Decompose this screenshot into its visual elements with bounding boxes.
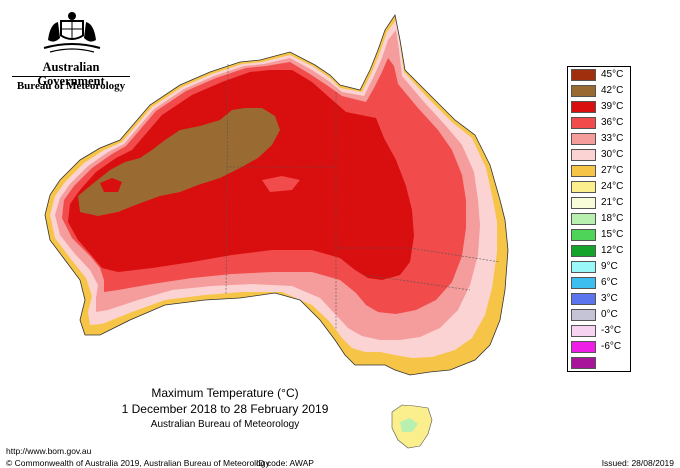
legend-swatch: [571, 357, 596, 369]
legend-swatch: [571, 133, 596, 145]
legend-swatch: [571, 213, 596, 225]
legend-swatch: [571, 165, 596, 177]
id-code: ID code: AWAP: [256, 458, 314, 468]
legend-row: 33°C: [568, 131, 630, 147]
legend-swatch: [571, 197, 596, 209]
legend-label: 21°C: [601, 197, 624, 208]
legend-label: 45°C: [601, 69, 624, 80]
map-zone-39: [68, 70, 414, 280]
temperature-legend: 45°C 42°C 39°C 36°C 33°C 30°C 27°C 24°C 21°C 18°C…: [567, 66, 631, 372]
legend-label: 15°C: [601, 229, 624, 240]
legend-row: 27°C: [568, 163, 630, 179]
legend-label: 3°C: [601, 293, 618, 304]
legend-swatch: [571, 229, 596, 241]
legend-label: 18°C: [601, 213, 624, 224]
legend-label: 12°C: [601, 245, 624, 256]
legend-label: 30°C: [601, 149, 624, 160]
legend-label: 36°C: [601, 117, 624, 128]
legend-label: 27°C: [601, 165, 624, 176]
legend-row: 6°C: [568, 275, 630, 291]
legend-label: 9°C: [601, 261, 618, 272]
map-zone-42: [78, 108, 280, 216]
legend-swatch: [571, 245, 596, 257]
legend-row: 3°C: [568, 291, 630, 307]
tasmania-highlands: [400, 418, 418, 432]
legend-swatch: [571, 117, 596, 129]
legend-swatch: [571, 85, 596, 97]
legend-row: 45°C: [568, 67, 630, 83]
legend-label: 33°C: [601, 133, 624, 144]
legend-row: -3°C: [568, 323, 630, 339]
legend-swatch: [571, 309, 596, 321]
map-caption: Maximum Temperature (°C) 1 December 2018…: [80, 386, 370, 431]
map-organisation: Australian Bureau of Meteorology: [150, 419, 300, 430]
legend-row: [568, 355, 630, 371]
legend-row: 18°C: [568, 211, 630, 227]
coat-of-arms-logo: [43, 12, 101, 53]
legend-label: 0°C: [601, 309, 618, 320]
legend-row: 15°C: [568, 227, 630, 243]
agency-name: Bureau of Meteorology: [16, 80, 126, 92]
legend-row: 39°C: [568, 99, 630, 115]
state-borders: [225, 63, 501, 330]
legend-label: -3°C: [601, 325, 622, 336]
legend-swatch: [571, 277, 596, 289]
legend-row: 9°C: [568, 259, 630, 275]
legend-label: 24°C: [601, 181, 624, 192]
legend-row: 24°C: [568, 179, 630, 195]
legend-swatch: [571, 341, 596, 353]
legend-row: 42°C: [568, 83, 630, 99]
legend-label: 42°C: [601, 85, 624, 96]
legend-swatch: [571, 149, 596, 161]
bom-website-link[interactable]: http://www.bom.gov.au: [6, 446, 92, 456]
legend-row: 36°C: [568, 115, 630, 131]
coastline: [44, 13, 509, 376]
legend-swatch: [571, 261, 596, 273]
issued-date: Issued: 28/08/2019: [601, 458, 674, 468]
legend-row: 30°C: [568, 147, 630, 163]
legend-label: 39°C: [601, 101, 624, 112]
legend-row: -6°C: [568, 339, 630, 355]
government-name: Australian Government: [37, 60, 105, 88]
legend-swatch: [571, 69, 596, 81]
legend-row: 12°C: [568, 243, 630, 259]
map-period: 1 December 2018 to 28 February 2019: [121, 402, 329, 416]
legend-label: 6°C: [601, 277, 618, 288]
legend-row: 0°C: [568, 307, 630, 323]
map-title: Maximum Temperature (°C): [151, 386, 299, 400]
map-zone-36-pocket: [262, 176, 300, 192]
header-divider: [12, 76, 130, 77]
copyright-notice: © Commonwealth of Australia 2019, Austra…: [6, 458, 270, 468]
map-zone-39-pocket: [100, 178, 122, 192]
legend-swatch: [571, 101, 596, 113]
legend-swatch: [571, 181, 596, 193]
legend-swatch: [571, 293, 596, 305]
legend-label: -6°C: [601, 341, 622, 352]
legend-row: 21°C: [568, 195, 630, 211]
legend-swatch: [571, 325, 596, 337]
